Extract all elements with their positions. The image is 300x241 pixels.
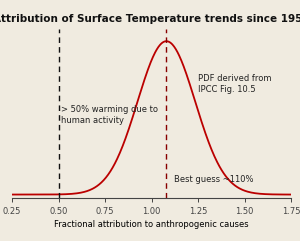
X-axis label: Fractional attribution to anthropogenic causes: Fractional attribution to anthropogenic … [54,220,249,229]
Text: PDF derived from
IPCC Fig. 10.5: PDF derived from IPCC Fig. 10.5 [198,74,272,94]
Text: Best guess ~110%: Best guess ~110% [174,175,253,184]
Text: > 50% warming due to
human activity: > 50% warming due to human activity [61,105,158,125]
Title: Attribution of Surface Temperature trends since 1950: Attribution of Surface Temperature trend… [0,14,300,24]
